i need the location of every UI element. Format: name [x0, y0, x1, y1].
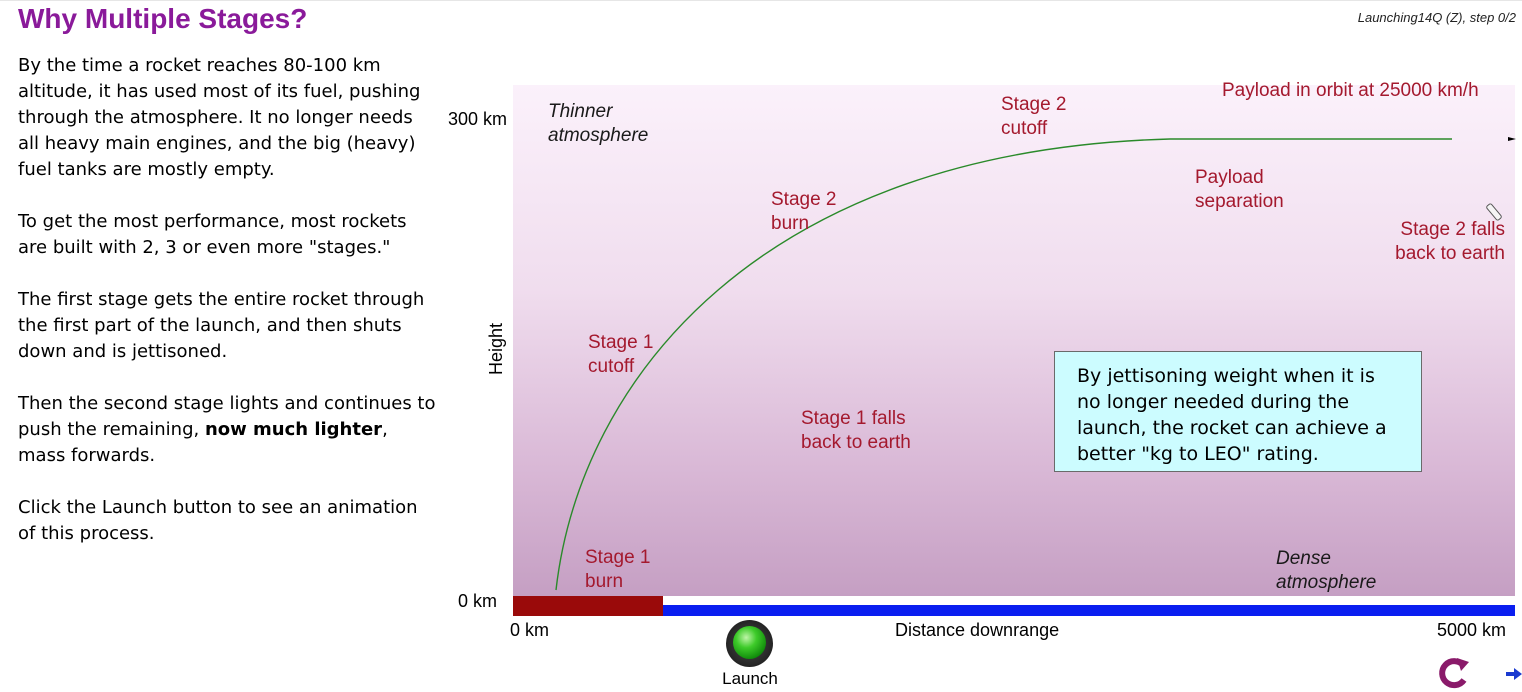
thinner-atmosphere-label: Thinner atmosphere [548, 100, 648, 148]
green-button-icon [733, 626, 766, 659]
x-axis-title: Distance downrange [895, 620, 1060, 640]
payload-separation-line-1: Payload [1195, 167, 1264, 188]
stage1-cutoff-line-1: Stage 1 [588, 332, 654, 353]
reset-arrow-icon[interactable] [1437, 656, 1471, 690]
stage2-falls-line-2: back to earth [1395, 243, 1505, 264]
step-indicator: Launching14Q (Z), step 0/2 [1357, 10, 1516, 25]
stage2-falls-line-1: Stage 2 falls [1400, 219, 1505, 240]
y-axis-bottom-label: 0 km [458, 591, 498, 611]
stage2-burn-line-2: burn [771, 213, 810, 234]
explanation-text: By the time a rocket reaches 80-100 km a… [18, 53, 438, 573]
falling-stage-icon [1486, 203, 1502, 221]
x-axis-left-label: 0 km [510, 620, 550, 640]
top-border [0, 0, 1522, 1]
payload-separation-line-2: separation [1195, 191, 1284, 212]
dense-line-1: Dense [1276, 548, 1331, 569]
x-axis-right-label: 5000 km [1437, 620, 1507, 640]
stage1-falls-line-1: Stage 1 falls [801, 408, 906, 429]
stage1-falls-line-2: back to earth [801, 432, 911, 453]
paragraph-4-end: , mass forwards. [18, 419, 388, 466]
thinner-line-1: Thinner [548, 101, 613, 122]
paragraph-2: To get the most performance, most rocket… [18, 211, 407, 258]
stage1-burn-line-1: Stage 1 [585, 547, 651, 568]
y-axis-top-label: 300 km [448, 109, 508, 129]
paragraph-4-start: Then the second stage lights and continu… [18, 393, 436, 440]
stage2-cutoff-line-1: Stage 2 [1001, 94, 1067, 115]
stage2-burn-line-1: Stage 2 [771, 189, 837, 210]
page-title: Why Multiple Stages? [18, 3, 308, 34]
dense-line-2: atmosphere [1276, 572, 1377, 593]
stage2-cutoff-line-2: cutoff [1001, 118, 1048, 139]
payload-orbit-label: Payload in orbit at 25000 km/h [1222, 80, 1479, 101]
stage2-cutoff-label: Stage 2 cutoff [1001, 93, 1067, 141]
stage1-falls-label: Stage 1 falls back to earth [801, 407, 911, 455]
stage1-burn-label: Stage 1 burn [585, 546, 651, 594]
paragraph-3: The first stage gets the entire rocket t… [18, 289, 425, 362]
atmosphere-background [513, 85, 1515, 596]
paragraph-4: Then the second stage lights and continu… [18, 391, 438, 469]
paragraph-4-bold: now much lighter [204, 419, 383, 440]
paragraph-1: By the time a rocket reaches 80-100 km a… [18, 55, 421, 180]
launch-button[interactable] [726, 620, 773, 667]
thinner-line-2: atmosphere [548, 125, 649, 146]
stage1-cutoff-label: Stage 1 cutoff [588, 331, 654, 379]
stage2-burn-label: Stage 2 burn [771, 188, 837, 236]
dense-atmosphere-label: Dense atmosphere [1276, 547, 1376, 595]
stage2-falls-label: Stage 2 falls back to earth [1387, 218, 1505, 266]
y-axis-title: Height [486, 322, 506, 375]
ground-line [513, 605, 1515, 616]
payload-marker-icon [1508, 137, 1516, 141]
stage1-burn-line-2: burn [585, 571, 624, 592]
launch-pad-bar [513, 596, 663, 616]
stage1-cutoff-line-2: cutoff [588, 356, 635, 377]
payload-separation-label: Payload separation [1195, 166, 1284, 214]
paragraph-5: Click the Launch button to see an animat… [18, 497, 418, 544]
callout-box: By jettisoning weight when it is no long… [1054, 351, 1422, 472]
next-arrow-icon[interactable] [1506, 666, 1522, 682]
launch-label: Launch [722, 669, 778, 688]
